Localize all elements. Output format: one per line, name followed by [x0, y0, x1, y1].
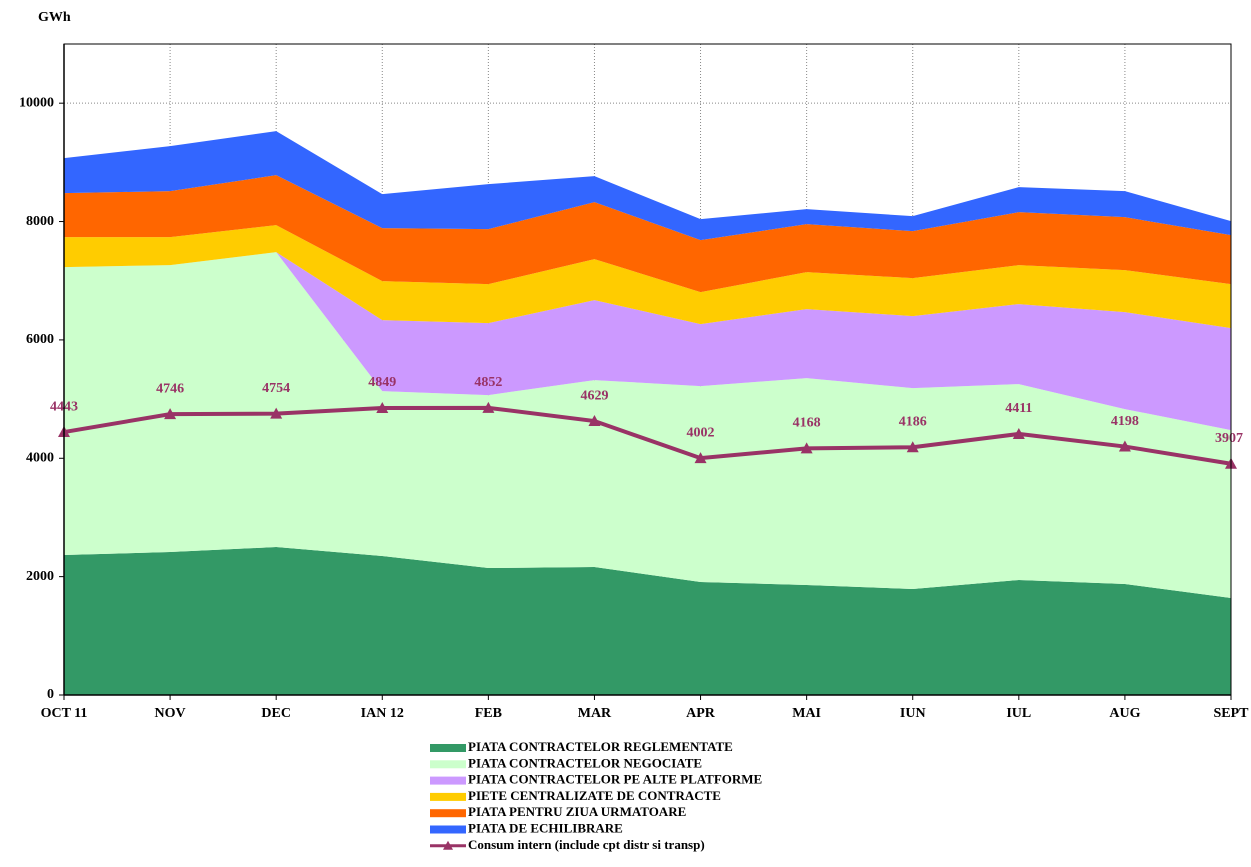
x-tick-label: MAI	[792, 706, 821, 721]
y-tick-label: 2000	[26, 569, 54, 584]
data-label: 4186	[899, 414, 927, 429]
x-tick-label: OCT 11	[41, 706, 88, 721]
x-tick-label: IAN 12	[361, 706, 404, 721]
legend-swatch	[430, 776, 466, 785]
data-label: 4198	[1111, 414, 1139, 429]
line-marker	[694, 452, 707, 464]
data-label: 3907	[1215, 431, 1243, 446]
y-tick-label: 4000	[26, 450, 54, 465]
data-label: 4411	[1005, 401, 1032, 416]
line-marker	[1118, 440, 1131, 452]
x-tick-label: AUG	[1109, 706, 1140, 721]
area	[64, 225, 1231, 329]
legend-label: PIATA CONTRACTELOR REGLEMENTATE	[468, 739, 733, 754]
y-tick-label: 8000	[26, 214, 54, 229]
data-label: 4754	[262, 381, 290, 396]
x-tick-label: DEC	[261, 706, 291, 721]
y-tick-label: 6000	[26, 332, 54, 347]
line-marker	[1012, 427, 1025, 439]
data-label: 4852	[474, 375, 502, 390]
line-marker	[906, 441, 919, 453]
legend-label: Consum intern (include cpt distr si tran…	[468, 837, 705, 852]
legend-swatch	[430, 744, 466, 752]
line-marker	[482, 401, 495, 413]
legend-label: PIATA CONTRACTELOR PE ALTE PLATFORME	[468, 772, 762, 787]
area	[64, 252, 1231, 599]
line-marker	[376, 402, 389, 414]
x-tick-label: IUN	[900, 706, 926, 721]
line-marker	[800, 442, 813, 454]
legend-swatch	[430, 760, 466, 769]
line-marker	[588, 415, 601, 427]
legend-marker	[443, 840, 453, 850]
area	[64, 252, 1231, 431]
legend-label: PIATA PENTRU ZIUA URMATOARE	[468, 804, 686, 819]
legend-label: PIETE CENTRALIZATE DE CONTRACTE	[468, 788, 721, 803]
y-tick-label: 10000	[19, 95, 54, 110]
legend-swatch	[430, 825, 466, 834]
x-tick-label: APR	[686, 706, 716, 721]
line	[63, 405, 1232, 466]
data-label: 4002	[687, 425, 715, 440]
legend-swatch	[430, 809, 466, 818]
y-axis-label: GWh	[38, 10, 71, 25]
x-tick-label: FEB	[475, 706, 502, 721]
data-label: 4849	[368, 375, 396, 390]
line-marker	[270, 407, 283, 419]
x-tick-label: IUL	[1006, 706, 1031, 721]
y-tick-label: 0	[47, 687, 54, 702]
data-label: 4629	[580, 388, 608, 403]
line-marker	[164, 408, 177, 420]
data-label: 4168	[793, 416, 821, 431]
x-tick-label: SEPT	[1213, 706, 1249, 721]
data-label: 4746	[156, 381, 184, 396]
x-tick-label: MAR	[578, 706, 612, 721]
area	[64, 175, 1231, 293]
x-tick-label: NOV	[155, 706, 186, 721]
area	[64, 131, 1231, 241]
area	[64, 547, 1231, 695]
legend-swatch	[430, 792, 466, 801]
legend-label: PIATA CONTRACTELOR NEGOCIATE	[468, 755, 702, 770]
legend-label: PIATA DE ECHILIBRARE	[468, 820, 623, 835]
